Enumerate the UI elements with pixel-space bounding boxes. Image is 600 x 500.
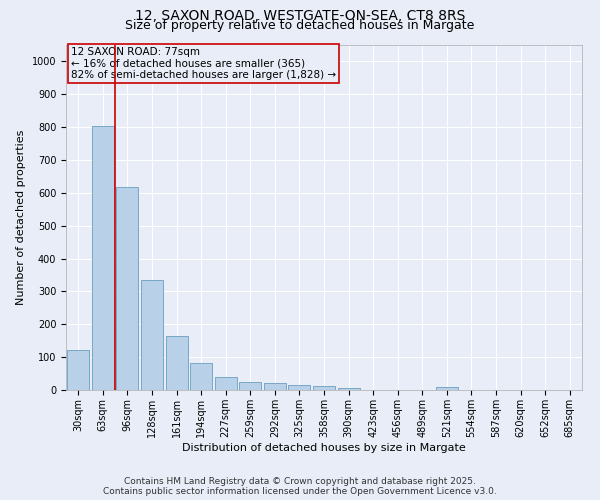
Bar: [215, 377, 237, 390]
Bar: [166, 336, 188, 390]
Bar: [239, 382, 262, 390]
Bar: [116, 187, 139, 390]
Bar: [338, 388, 359, 390]
Bar: [289, 385, 310, 390]
Bar: [190, 363, 212, 390]
Bar: [141, 280, 163, 390]
Bar: [436, 388, 458, 390]
Bar: [92, 126, 114, 390]
Bar: [313, 386, 335, 390]
Bar: [264, 383, 286, 390]
Text: Size of property relative to detached houses in Margate: Size of property relative to detached ho…: [125, 19, 475, 32]
Y-axis label: Number of detached properties: Number of detached properties: [16, 130, 26, 305]
Text: 12, SAXON ROAD, WESTGATE-ON-SEA, CT8 8RS: 12, SAXON ROAD, WESTGATE-ON-SEA, CT8 8RS: [135, 9, 465, 23]
X-axis label: Distribution of detached houses by size in Margate: Distribution of detached houses by size …: [182, 442, 466, 452]
Text: Contains HM Land Registry data © Crown copyright and database right 2025.
Contai: Contains HM Land Registry data © Crown c…: [103, 476, 497, 496]
Bar: [67, 350, 89, 390]
Text: 12 SAXON ROAD: 77sqm
← 16% of detached houses are smaller (365)
82% of semi-deta: 12 SAXON ROAD: 77sqm ← 16% of detached h…: [71, 46, 336, 80]
